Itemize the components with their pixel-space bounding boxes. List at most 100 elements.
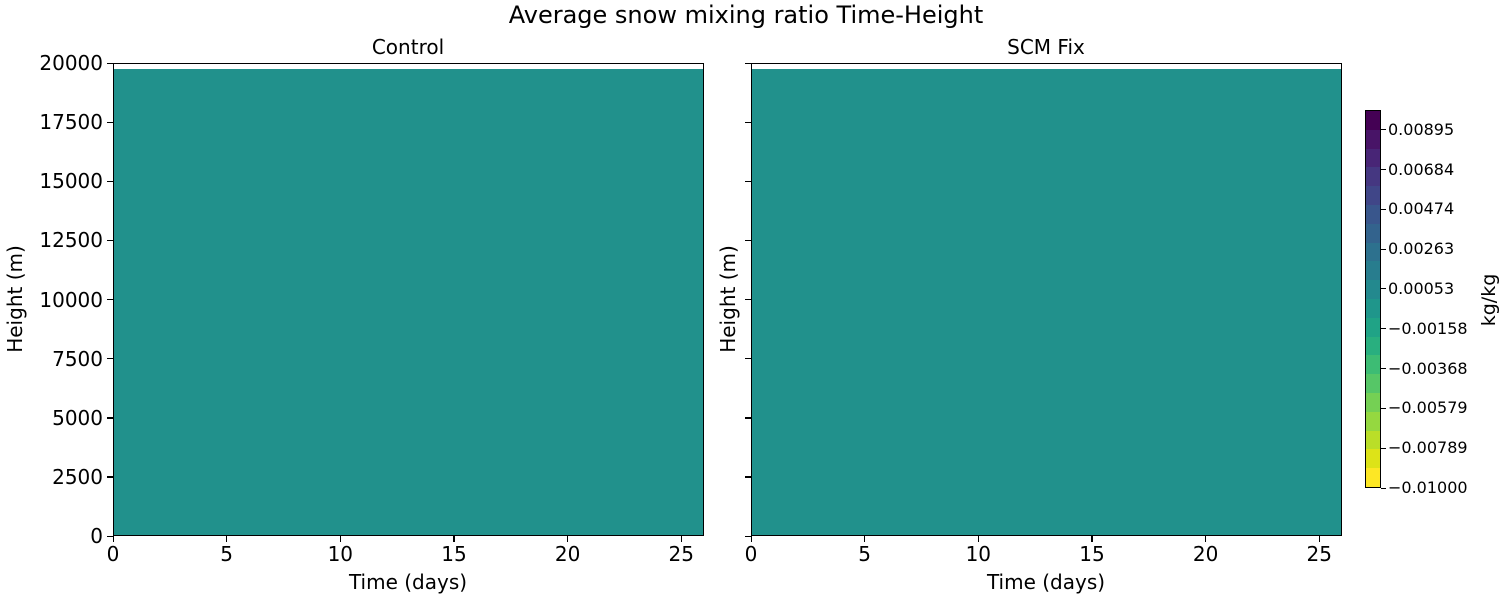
colorbar-segment (1366, 430, 1380, 450)
colorbar-tick-label: −0.00368 (1388, 358, 1468, 378)
colorbar-segment (1366, 336, 1380, 356)
y-tick-label: 7500 (52, 346, 103, 371)
y-tick-mark (107, 239, 113, 242)
x-tick-label: 5 (858, 542, 871, 566)
colorbar-tick-mark (1381, 129, 1386, 131)
colorbar-tick-label: −0.00789 (1388, 438, 1468, 458)
colorbar-segment (1366, 261, 1380, 281)
colorbar-segment (1366, 374, 1380, 394)
colorbar-segment (1366, 242, 1380, 262)
right-field-fill (752, 68, 1341, 535)
x-tick-label: 10 (327, 542, 354, 566)
colorbar (1365, 110, 1381, 488)
y-tick-label: 17500 (39, 110, 103, 135)
x-tick-mark (680, 536, 683, 542)
colorbar-tick-label: 0.00684 (1388, 159, 1455, 179)
x-tick-mark (1318, 536, 1321, 542)
y-tick-mark (107, 299, 113, 301)
x-tick-label: 15 (1079, 542, 1105, 566)
y-tick-mark (107, 417, 113, 419)
left-y-axis-label: Height (m) (3, 245, 27, 353)
colorbar-segment (1366, 167, 1380, 187)
y-tick-mark (107, 476, 113, 478)
x-tick-label: 25 (1306, 542, 1332, 566)
x-tick-mark (453, 536, 455, 542)
colorbar-segment (1366, 111, 1380, 130)
y-tick-mark (745, 535, 751, 537)
y-tick-mark (745, 239, 751, 242)
x-tick-mark (112, 536, 114, 542)
y-tick-mark (107, 62, 113, 64)
colorbar-tick-label: 0.00895 (1388, 119, 1455, 139)
y-tick-mark (107, 535, 113, 537)
y-tick-mark (107, 121, 113, 123)
y-tick-mark (745, 62, 751, 64)
x-tick-label: 0 (106, 542, 120, 566)
colorbar-segment (1366, 148, 1380, 168)
colorbar-tick-label: 0.00474 (1388, 199, 1455, 219)
x-tick-label: 25 (668, 542, 694, 566)
colorbar-tick-mark (1381, 248, 1386, 250)
y-tick-label: 12500 (39, 228, 103, 253)
colorbar-label: kg/kg (1478, 273, 1500, 327)
colorbar-tick-label: 0.00053 (1388, 278, 1455, 298)
x-tick-mark (339, 536, 342, 542)
colorbar-segment (1366, 355, 1380, 375)
colorbar-tick-mark (1381, 407, 1386, 409)
y-tick-mark (745, 476, 751, 478)
x-tick-mark (977, 536, 980, 542)
y-tick-mark (745, 358, 751, 360)
x-tick-label: 5 (220, 542, 233, 566)
colorbar-tick-label: 0.00263 (1388, 239, 1455, 259)
x-tick-label: 15 (441, 542, 467, 566)
x-tick-mark (750, 536, 752, 542)
y-tick-mark (745, 180, 751, 183)
right-y-axis-label: Height (m) (716, 245, 740, 353)
x-tick-label: 20 (1192, 542, 1219, 566)
colorbar-segment (1366, 411, 1380, 431)
colorbar-tick-mark (1381, 368, 1386, 370)
colorbar-tick-mark (1381, 288, 1386, 290)
y-tick-mark (745, 121, 751, 123)
colorbar-tick-mark (1381, 447, 1386, 449)
colorbar-segment (1366, 393, 1380, 412)
colorbar-segment (1366, 223, 1380, 243)
y-tick-mark (107, 358, 113, 360)
colorbar-tick-label: −0.00158 (1388, 318, 1468, 338)
colorbar-tick-label: −0.01000 (1388, 478, 1468, 497)
colorbar-segment (1366, 186, 1380, 206)
chart-suptitle: Average snow mixing ratio Time-Height (508, 1, 984, 29)
x-tick-label: 20 (554, 542, 581, 566)
colorbar-tick-mark (1381, 487, 1386, 489)
colorbar-segment (1366, 299, 1380, 318)
x-tick-mark (1091, 536, 1093, 542)
colorbar-segment (1366, 449, 1380, 469)
x-tick-label: 10 (965, 542, 992, 566)
left-field-fill (114, 68, 703, 535)
colorbar-segment (1366, 317, 1380, 337)
colorbar-segment (1366, 129, 1380, 149)
colorbar-tick-mark (1381, 169, 1386, 171)
right-panel-title: SCM Fix (1007, 35, 1085, 59)
y-tick-label: 10000 (39, 287, 103, 312)
left-panel-title: Control (371, 35, 445, 59)
left-x-axis-label: Time (days) (348, 570, 468, 594)
colorbar-tick-mark (1381, 328, 1386, 330)
x-tick-mark (567, 536, 569, 542)
colorbar-segment (1366, 205, 1380, 224)
y-tick-mark (745, 299, 751, 301)
colorbar-segment (1366, 468, 1380, 487)
y-tick-label: 0 (90, 524, 103, 548)
colorbar-tick-label: −0.00579 (1388, 398, 1468, 418)
y-tick-mark (745, 417, 751, 419)
colorbar-segment (1366, 280, 1380, 300)
x-tick-mark (226, 536, 228, 542)
y-tick-mark (107, 180, 113, 183)
x-tick-mark (1205, 536, 1207, 542)
left-plot-area (113, 63, 704, 536)
y-tick-label: 20000 (39, 51, 103, 75)
y-tick-label: 2500 (52, 464, 103, 489)
right-plot-area (751, 63, 1342, 536)
y-tick-label: 15000 (39, 169, 103, 194)
x-tick-label: 0 (744, 542, 758, 566)
